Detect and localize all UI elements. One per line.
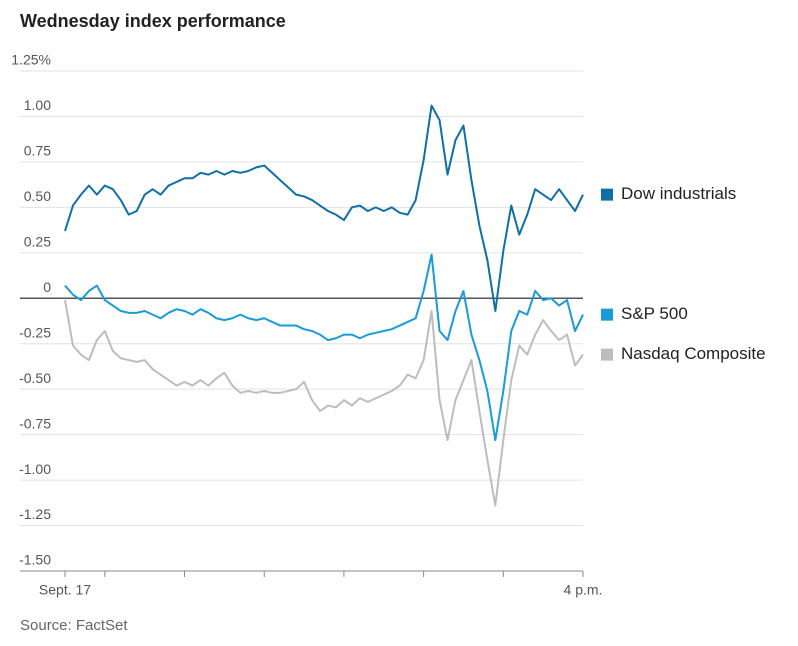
legend-swatch [601,348,613,361]
series-line [64,253,584,442]
series-line [64,299,584,507]
y-tick-label: 0.25 [24,234,51,250]
series-line [64,104,584,312]
chart-title: Wednesday index performance [20,11,286,31]
y-tick-label: 1.00 [24,97,51,113]
y-tick-label: 0 [43,279,51,295]
legend-swatch [601,188,613,201]
y-tick-label: -1.50 [19,552,51,568]
legend-label: Dow industrials [621,184,736,203]
y-tick-label: -0.50 [19,370,51,386]
y-tick-label: 0.50 [24,188,51,204]
x-tick-label: Sept. 17 [39,582,91,598]
y-tick-label: 0.75 [24,143,51,159]
y-tick-label: -1.00 [19,461,51,477]
legend-swatch [601,308,613,321]
source-note: Source: FactSet [20,617,128,634]
y-tick-label: -0.75 [19,415,51,431]
x-tick-label: 4 p.m. [564,582,603,598]
y-tick-label: -0.25 [19,324,51,340]
y-tick-label: -1.25 [19,506,51,522]
legend-label: S&P 500 [621,304,688,323]
legend-label: Nasdaq Composite [621,344,766,363]
y-tick-label: 1.25% [11,52,51,68]
